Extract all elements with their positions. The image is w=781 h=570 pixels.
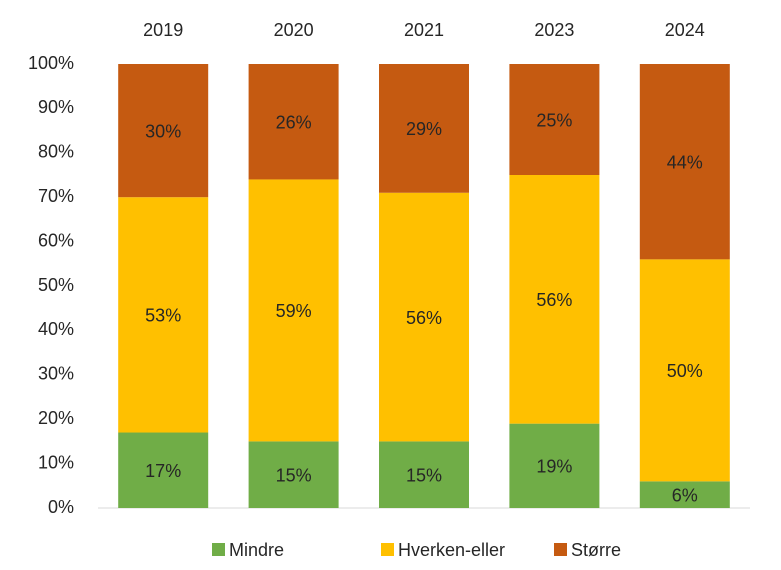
bar-segment [379, 441, 469, 508]
y-tick-label: 10% [38, 452, 74, 472]
y-tick-label: 20% [38, 408, 74, 428]
y-tick-label: 80% [38, 142, 74, 162]
data-label: 19% [536, 457, 572, 477]
bar-segment [118, 197, 209, 433]
bar-segment [118, 64, 209, 198]
bar-segment [248, 179, 339, 442]
bar-segment [509, 64, 600, 175]
data-label: 29% [406, 119, 442, 139]
legend-label: Større [571, 540, 621, 560]
bar-segment [639, 481, 730, 508]
legend-swatch [381, 543, 394, 556]
legend-swatch [212, 543, 225, 556]
y-tick-label: 70% [38, 186, 74, 206]
data-label: 15% [406, 465, 442, 485]
data-label: 17% [145, 461, 181, 481]
bar-segment [379, 64, 469, 193]
legend-label: Mindre [229, 540, 284, 560]
y-tick-label: 100% [28, 53, 74, 73]
legend-label: Hverken-eller [398, 540, 505, 560]
bar-segment [509, 423, 600, 508]
data-label: 26% [276, 112, 312, 132]
data-label: 56% [536, 290, 572, 310]
bar-segment [509, 175, 600, 424]
y-tick-label: 90% [38, 97, 74, 117]
data-label: 44% [667, 152, 703, 172]
y-tick-label: 0% [48, 497, 74, 517]
y-tick-label: 60% [38, 230, 74, 250]
y-tick-label: 30% [38, 364, 74, 384]
bar-segment [379, 192, 469, 442]
data-label: 53% [145, 306, 181, 326]
data-label: 30% [145, 121, 181, 141]
x-tick-label: 2021 [404, 20, 444, 40]
x-tick-label: 2020 [274, 20, 314, 40]
data-label: 15% [276, 465, 312, 485]
bar-segment [248, 441, 339, 508]
bar-segment [248, 64, 339, 180]
data-label: 59% [276, 301, 312, 321]
data-label: 25% [536, 110, 572, 130]
x-tick-label: 2019 [143, 20, 183, 40]
bar-segment [118, 432, 209, 508]
x-tick-label: 2023 [534, 20, 574, 40]
x-tick-label: 2024 [665, 20, 705, 40]
bar-segment [639, 259, 730, 482]
y-tick-label: 40% [38, 319, 74, 339]
data-label: 50% [667, 361, 703, 381]
bar-segment [639, 64, 730, 260]
data-label: 6% [672, 485, 698, 505]
y-tick-label: 50% [38, 275, 74, 295]
data-label: 56% [406, 308, 442, 328]
legend-swatch [554, 543, 567, 556]
